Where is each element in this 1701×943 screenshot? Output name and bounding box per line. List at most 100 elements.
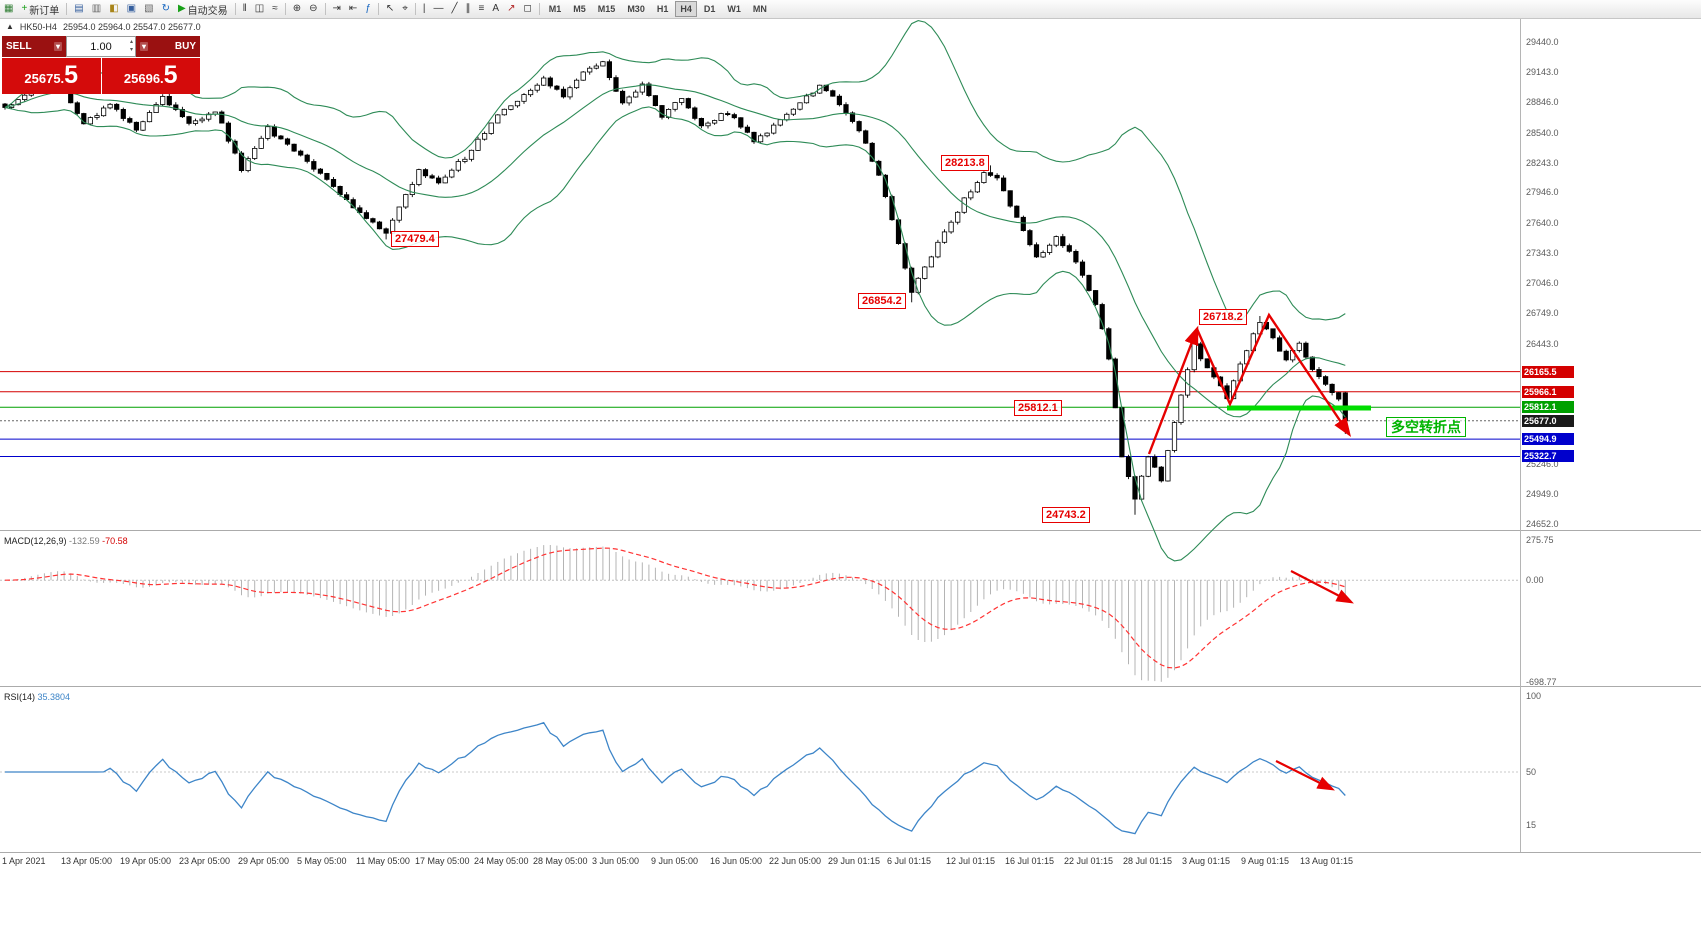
trade-panel-price-row: 25675. 5 25696. 5	[2, 58, 200, 94]
buy-price-button[interactable]: 25696. 5	[101, 58, 200, 94]
price-tick: 29440.0	[1526, 37, 1559, 47]
volume-up-icon[interactable]: ▴	[129, 39, 133, 45]
trendline-icon-glyph: ╱	[451, 3, 458, 14]
shapes-icon-glyph: ◻	[523, 3, 532, 14]
time-tick: 13 Apr 05:00	[61, 856, 113, 866]
toolbar-separator	[234, 3, 236, 15]
rsi-axis-tick: 15	[1526, 820, 1537, 831]
arrows-icon[interactable]: ↗	[503, 1, 519, 17]
data-window-icon[interactable]: ▥	[88, 1, 105, 17]
cursor-icon-glyph: ↖	[385, 3, 395, 14]
time-tick: 28 May 05:00	[533, 856, 588, 866]
price-tick: 25246.0	[1526, 459, 1559, 470]
symbol-label: HK50-H4	[19, 22, 57, 32]
cursor-icon[interactable]: ↖	[382, 1, 398, 17]
volume-down-icon[interactable]: ▾	[129, 47, 133, 53]
line-chart-icon-glyph: ≈	[272, 3, 278, 14]
time-tick: 6 Jul 01:15	[887, 856, 932, 866]
timeframe-m5-button[interactable]: M5	[573, 4, 586, 14]
indicators-icon[interactable]: ƒ	[361, 1, 375, 17]
time-tick: 9 Jun 05:00	[651, 856, 699, 866]
toolbar-separator	[284, 3, 286, 15]
refresh-icon[interactable]: ↻	[158, 1, 174, 17]
trade-panel-header-row: SELL ▾ 1.00 ▴ ▾ ▾ BUY	[2, 36, 200, 57]
price-annotation[interactable]: 24743.2	[1042, 507, 1090, 523]
sell-price-button[interactable]: 25675. 5	[2, 58, 101, 94]
time-tick: 3 Jun 05:00	[592, 856, 640, 866]
chart-shift-icon[interactable]: ⇤	[345, 1, 361, 17]
buy-dropdown-icon[interactable]: ▾	[140, 42, 149, 51]
time-tick: 12 Jul 01:15	[946, 856, 996, 866]
bull-bear-turning-point-note[interactable]: 多空转折点	[1386, 417, 1466, 437]
auto-scroll-icon[interactable]: ⇥	[329, 1, 345, 17]
sell-button[interactable]: SELL ▾	[2, 36, 66, 57]
time-tick: 29 Jun 01:15	[828, 856, 881, 866]
price-tick: 28846.0	[1526, 96, 1559, 107]
price-annotation[interactable]: 26854.2	[858, 293, 906, 309]
fibonacci-icon[interactable]: ≡	[475, 1, 489, 17]
price-tick: 27640.0	[1526, 218, 1559, 229]
zoom-in-icon[interactable]: ⊕	[289, 1, 305, 17]
timeframe-h1-button[interactable]: H1	[656, 4, 669, 14]
arrows-icon-glyph: ↗	[507, 3, 516, 14]
horizontal-line-icon-glyph: ―	[433, 3, 444, 14]
autotrade-button[interactable]: ▶ 自动交易	[174, 1, 232, 17]
refresh-icon-glyph: ↻	[161, 3, 170, 14]
price-annotation[interactable]: 27479.4	[391, 231, 439, 247]
navigator-icon[interactable]: ◧	[105, 1, 122, 17]
horizontal-line-icon[interactable]: ―	[430, 1, 448, 17]
timeframe-mn-button[interactable]: MN	[752, 4, 767, 14]
bar-chart-icon-glyph: ‖	[242, 3, 247, 14]
market-watch-icon[interactable]: ▤	[70, 1, 87, 17]
zoom-out-icon[interactable]: ⊖	[305, 1, 321, 17]
terminal-icon[interactable]: ▣	[123, 1, 140, 17]
new-chart-icon[interactable]: ▦	[0, 1, 17, 17]
new-order-button[interactable]: + 新订单	[17, 1, 63, 17]
text-icon[interactable]: A	[488, 1, 503, 17]
volume-value: 1.00	[90, 40, 112, 53]
crosshair-icon[interactable]: ⌖	[398, 1, 412, 17]
rsi-axis-tick: 50	[1526, 767, 1537, 777]
timeframe-m15-button[interactable]: M15	[597, 4, 616, 14]
volume-stepper[interactable]: ▴ ▾	[130, 38, 133, 54]
time-tick: 13 Aug 01:15	[1300, 856, 1354, 866]
price-annotation[interactable]: 28213.8	[941, 155, 989, 171]
vertical-line-icon-glyph: |	[422, 3, 426, 14]
timeframe-w1-button[interactable]: W1	[727, 4, 741, 14]
price-level-badge: 26165.5	[1522, 365, 1574, 378]
toolbar-separator	[377, 3, 379, 15]
text-icon-glyph: A	[492, 3, 500, 14]
line-chart-icon[interactable]: ≈	[268, 1, 282, 17]
vertical-line-icon[interactable]: |	[419, 1, 430, 17]
timeframe-m1-button[interactable]: M1	[548, 4, 562, 14]
timeframe-m30-button[interactable]: M30	[627, 4, 645, 14]
navigator-icon-glyph: ◧	[109, 3, 119, 14]
time-tick: 19 Apr 05:00	[120, 856, 172, 866]
volume-field[interactable]: 1.00 ▴ ▾	[66, 36, 136, 57]
price-tick: 28243.0	[1526, 157, 1559, 168]
price-tick: 26443.0	[1526, 338, 1559, 349]
price-annotation[interactable]: 26718.2	[1199, 309, 1247, 325]
bar-chart-icon[interactable]: ‖	[239, 1, 251, 17]
timeframe-d1-button[interactable]: D1	[703, 4, 716, 14]
time-tick: 17 May 05:00	[415, 856, 470, 866]
channel-icon[interactable]: ∥	[462, 1, 475, 17]
timeframe-h4-button[interactable]: H4	[675, 1, 697, 17]
strategy-tester-icon[interactable]: ▧	[140, 1, 157, 17]
price-level-badge: 25322.7	[1522, 450, 1574, 463]
sell-dropdown-icon[interactable]: ▾	[53, 42, 62, 51]
price-tick: 24652.0	[1526, 519, 1559, 529]
time-tick: 11 May 05:00	[356, 856, 410, 866]
indicators-icon-glyph: ƒ	[365, 3, 371, 14]
rsi-name: RSI(14)	[4, 692, 36, 702]
candlestick-chart-icon[interactable]: ◫	[251, 1, 268, 17]
shapes-icon[interactable]: ◻	[519, 1, 535, 17]
price-tick: 27946.0	[1526, 187, 1559, 198]
price-tick: 29143.0	[1526, 66, 1559, 77]
price-annotation[interactable]: 25812.1	[1014, 400, 1062, 416]
trendline-icon[interactable]: ╱	[448, 1, 462, 17]
price-level-badge: 25966.1	[1522, 385, 1574, 398]
terminal-icon-glyph: ▣	[126, 3, 137, 14]
buy-button[interactable]: ▾ BUY	[136, 36, 200, 57]
